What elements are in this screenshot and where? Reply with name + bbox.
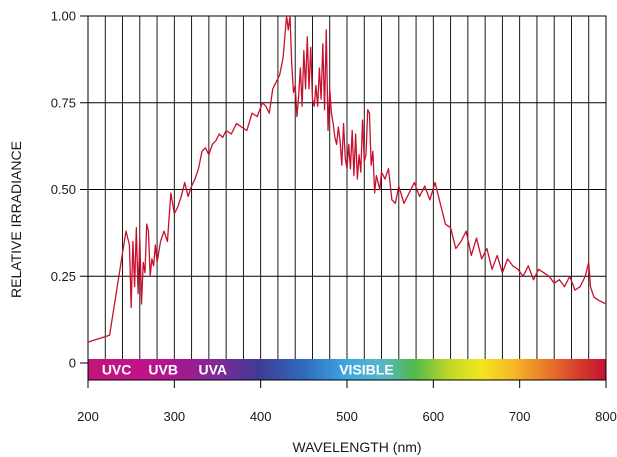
spectrum-band-label: VISIBLE [339, 362, 393, 378]
x-tick-label: 300 [163, 409, 185, 424]
grid-lines [88, 16, 606, 359]
x-tick-label: 200 [77, 409, 99, 424]
y-tick-label: 1.00 [51, 9, 76, 24]
y-axis-tick-labels: 0 0.25 0.50 0.75 1.00 [51, 9, 76, 371]
x-axis-title: WAVELENGTH (nm) [292, 439, 421, 455]
spectrum-band-label: UVB [148, 362, 178, 378]
plot-frame [80, 15, 607, 388]
spectrum-band-labels: UVC UVB UVA VISIBLE [102, 362, 394, 378]
spectrum-color-bar [88, 359, 606, 380]
y-tick-label: 0.50 [51, 182, 76, 197]
irradiance-series-line [87, 15, 607, 343]
y-tick-label: 0.75 [51, 95, 76, 110]
x-axis-tick-labels: 200 300 400 500 600 700 800 [77, 409, 617, 424]
y-axis-title: RELATIVE IRRADIANCE [8, 141, 24, 298]
x-tick-label: 500 [336, 409, 358, 424]
spectrum-band-label: UVA [199, 362, 228, 378]
x-tick-label: 600 [422, 409, 444, 424]
x-tick-label: 700 [509, 409, 531, 424]
x-tick-label: 800 [595, 409, 617, 424]
y-tick-label: 0.25 [51, 269, 76, 284]
spectrum-band-label: UVC [102, 362, 132, 378]
y-tick-label: 0 [69, 356, 76, 371]
x-tick-label: 400 [250, 409, 272, 424]
